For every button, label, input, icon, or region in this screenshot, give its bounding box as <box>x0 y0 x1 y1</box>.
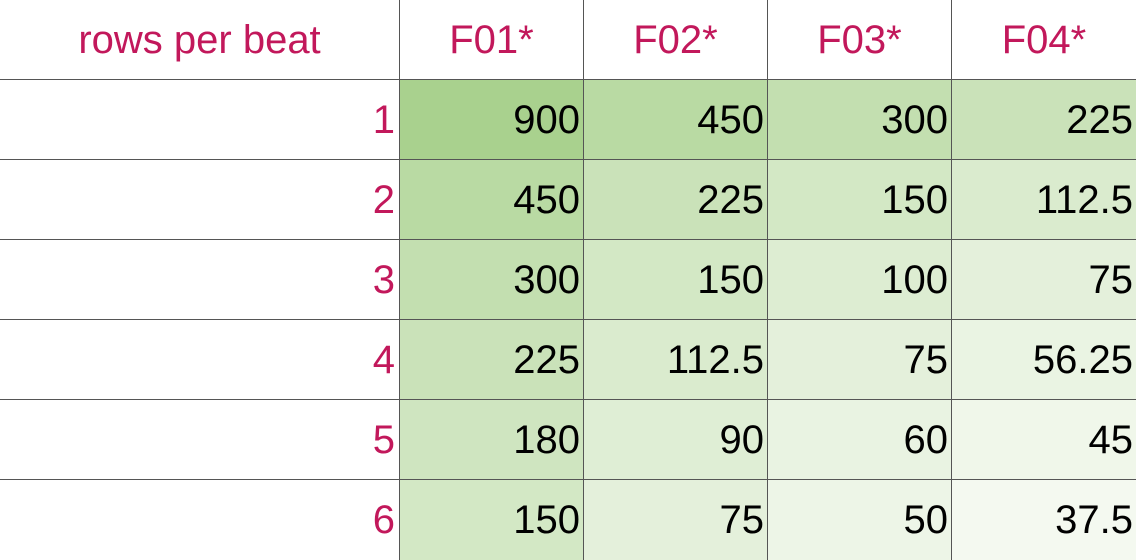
table-cell: 225 <box>952 80 1136 160</box>
table-cell: 450 <box>584 80 768 160</box>
table-cell: 300 <box>400 240 584 320</box>
table-cell: 50 <box>768 480 952 560</box>
corner-header: rows per beat <box>0 0 400 80</box>
row-label: 2 <box>0 160 400 240</box>
table-cell: 75 <box>768 320 952 400</box>
table-cell: 90 <box>584 400 768 480</box>
table-cell: 150 <box>768 160 952 240</box>
table-cell: 225 <box>584 160 768 240</box>
table-cell: 900 <box>400 80 584 160</box>
table-cell: 75 <box>584 480 768 560</box>
table-cell: 56.25 <box>952 320 1136 400</box>
table-cell: 45 <box>952 400 1136 480</box>
table-cell: 150 <box>400 480 584 560</box>
column-header: F02* <box>584 0 768 80</box>
row-label: 1 <box>0 80 400 160</box>
table-cell: 112.5 <box>584 320 768 400</box>
table-cell: 60 <box>768 400 952 480</box>
table-cell: 180 <box>400 400 584 480</box>
table-cell: 112.5 <box>952 160 1136 240</box>
table-cell: 225 <box>400 320 584 400</box>
row-label: 6 <box>0 480 400 560</box>
row-label: 4 <box>0 320 400 400</box>
row-label: 5 <box>0 400 400 480</box>
table-cell: 150 <box>584 240 768 320</box>
table-cell: 37.5 <box>952 480 1136 560</box>
table-cell: 450 <box>400 160 584 240</box>
table-cell: 100 <box>768 240 952 320</box>
column-header: F04* <box>952 0 1136 80</box>
column-header: F03* <box>768 0 952 80</box>
table-cell: 75 <box>952 240 1136 320</box>
row-label: 3 <box>0 240 400 320</box>
column-header: F01* <box>400 0 584 80</box>
table-cell: 300 <box>768 80 952 160</box>
